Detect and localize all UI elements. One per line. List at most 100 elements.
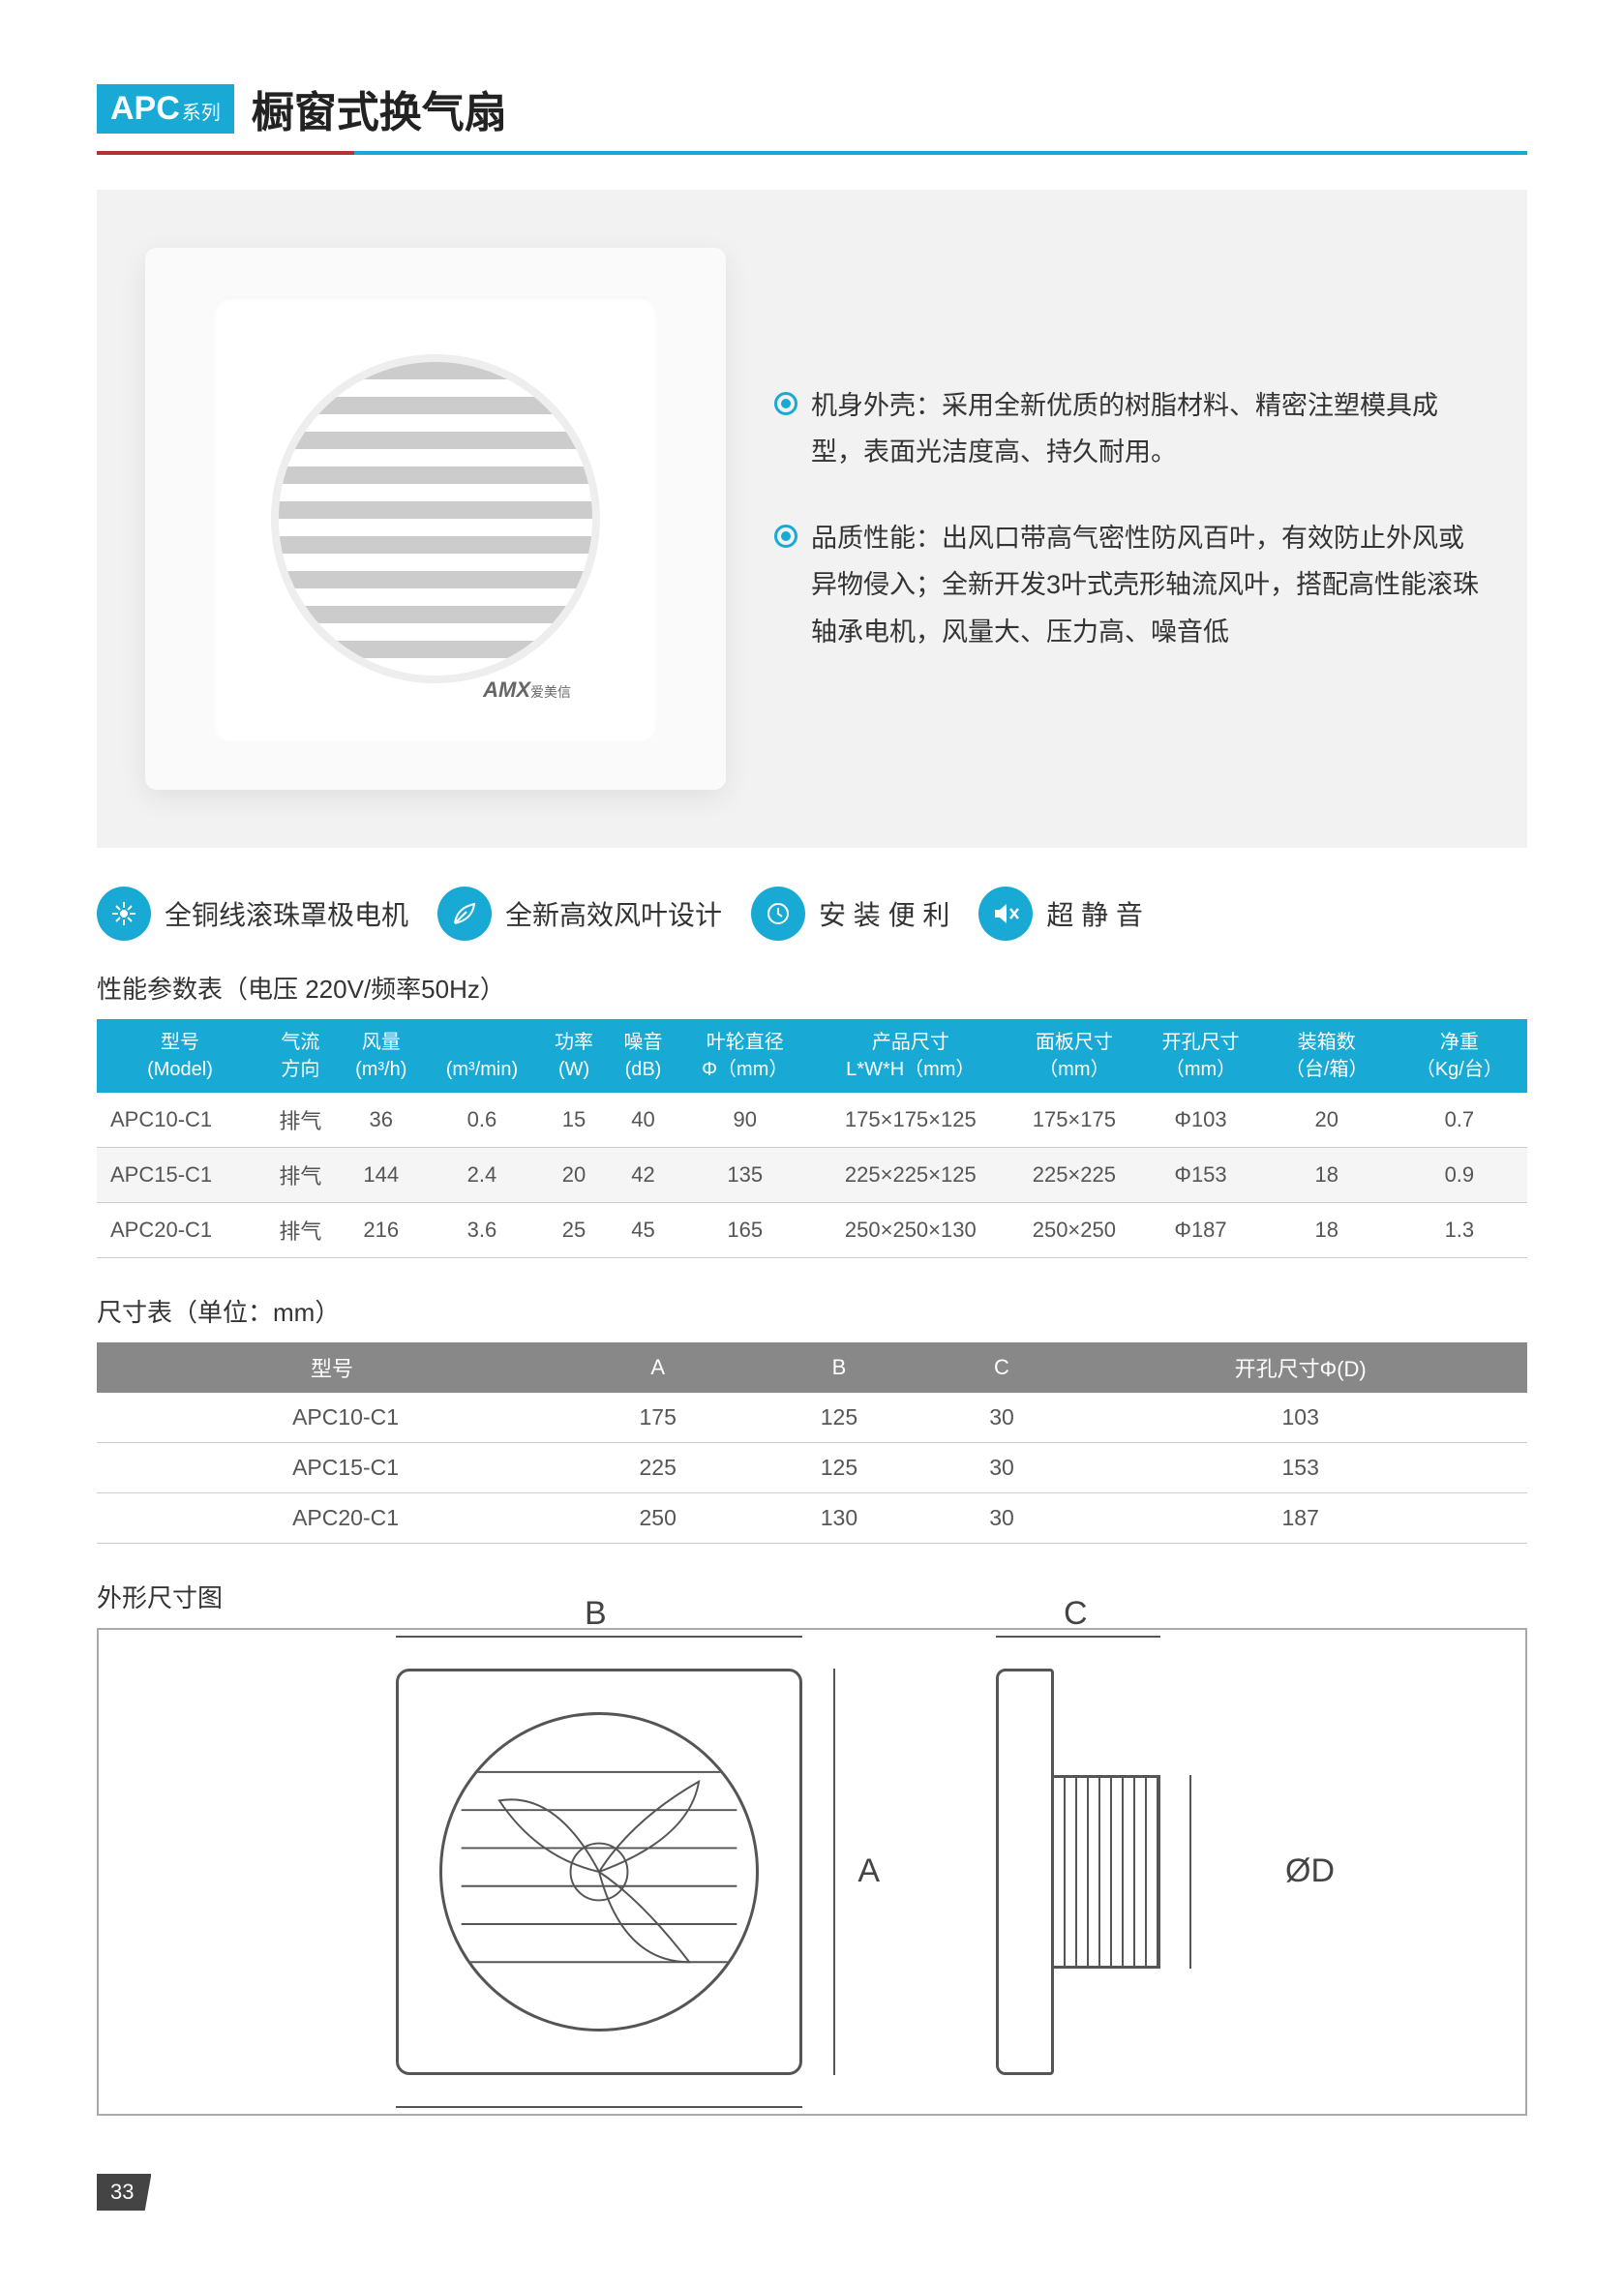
dim-header-row: 型号ABC开孔尺寸Φ(D) [97, 1342, 1527, 1393]
fan-frame: AMX爱美信 [213, 296, 658, 741]
spec-col-header: 气流方向 [263, 1019, 338, 1093]
dim-label-d: ØD [1285, 1852, 1335, 1890]
table-cell: 153 [1073, 1443, 1527, 1493]
table-cell: 250×250×130 [812, 1203, 1008, 1258]
dim-col-header: 开孔尺寸Φ(D) [1073, 1342, 1527, 1393]
table-cell: 225×225 [1008, 1148, 1139, 1203]
hero-section: AMX爱美信 机身外壳：采用全新优质的树脂材料、精密注塑模具成型，表面光洁度高、… [97, 190, 1527, 848]
bullet-icon [774, 392, 797, 415]
table-cell: 135 [677, 1148, 812, 1203]
table-cell: 20 [1262, 1093, 1392, 1148]
side-body [996, 1669, 1054, 2075]
dim-col-header: B [748, 1342, 929, 1393]
diagram-title: 外形尺寸图 [97, 1579, 1527, 1614]
spec-table: 型号(Model)气流方向风量(m³/h)(m³/min)功率(W)噪音(dB)… [97, 1019, 1527, 1258]
dim-col-header: A [567, 1342, 748, 1393]
table-cell: 3.6 [425, 1203, 540, 1258]
table-cell: APC20-C1 [97, 1203, 263, 1258]
page-title: 橱窗式换气扇 [252, 77, 507, 139]
table-cell: 30 [930, 1393, 1074, 1443]
table-cell: APC15-C1 [97, 1443, 567, 1493]
table-cell: 187 [1073, 1493, 1527, 1544]
table-cell: 250×250 [1008, 1203, 1139, 1258]
table-cell: 175×175 [1008, 1093, 1139, 1148]
feature-label: 全铜线滚珠罩极电机 [165, 894, 408, 933]
table-cell: 18 [1262, 1203, 1392, 1258]
table-cell: 216 [338, 1203, 425, 1258]
side-tube [1054, 1775, 1160, 1969]
table-cell: 30 [930, 1443, 1074, 1493]
feature-item: 全铜线滚珠罩极电机 [97, 887, 408, 941]
table-cell: 103 [1073, 1393, 1527, 1443]
spec-col-header: 型号(Model) [97, 1019, 263, 1093]
table-cell: 90 [677, 1093, 812, 1148]
feature-label: 安 装 便 利 [819, 894, 949, 933]
side-diagram: C ØD [996, 1669, 1228, 2075]
badge-main: APC [110, 90, 180, 128]
quiet-icon [978, 887, 1033, 941]
dim-table: 型号ABC开孔尺寸Φ(D) APC10-C117512530103APC15-C… [97, 1342, 1527, 1544]
table-cell: 125 [748, 1443, 929, 1493]
table-cell: 165 [677, 1203, 812, 1258]
brand-logo: AMX爱美信 [483, 677, 571, 703]
diagram-container: B [97, 1628, 1527, 2116]
front-diagram: B [396, 1669, 802, 2075]
spec-col-header: 功率(W) [539, 1019, 608, 1093]
table-cell: 0.9 [1392, 1148, 1527, 1203]
features-row: 全铜线滚珠罩极电机 全新高效风叶设计 安 装 便 利 超 静 音 [97, 887, 1527, 941]
spec-col-header: 面板尺寸（mm） [1008, 1019, 1139, 1093]
table-cell: 排气 [263, 1203, 338, 1258]
dim-label-a: A [857, 1852, 880, 1890]
table-cell: 20 [539, 1148, 608, 1203]
dim-line [1189, 1775, 1191, 1969]
bullet-item: 机身外壳：采用全新优质的树脂材料、精密注塑模具成型，表面光洁度高、持久耐用。 [774, 382, 1479, 476]
table-cell: 125 [748, 1393, 929, 1443]
spec-col-header: (m³/min) [425, 1019, 540, 1093]
dim-line [833, 1669, 835, 2075]
table-row: APC20-C125013030187 [97, 1493, 1527, 1544]
dim-line [396, 2106, 802, 2108]
table-cell: 36 [338, 1093, 425, 1148]
table-cell: Φ103 [1139, 1093, 1261, 1148]
dim-table-title: 尺寸表（单位：mm） [97, 1293, 1527, 1329]
page-header: APC 系列 橱窗式换气扇 [97, 77, 1527, 139]
table-cell: 225 [567, 1443, 748, 1493]
feature-item: 安 装 便 利 [751, 887, 949, 941]
table-cell: 144 [338, 1148, 425, 1203]
table-cell: APC10-C1 [97, 1093, 263, 1148]
feature-item: 超 静 音 [978, 887, 1143, 941]
feature-label: 全新高效风叶设计 [505, 894, 722, 933]
spec-col-header: 风量(m³/h) [338, 1019, 425, 1093]
feature-label: 超 静 音 [1046, 894, 1143, 933]
dim-label-b: B [585, 1595, 607, 1633]
table-cell: APC10-C1 [97, 1393, 567, 1443]
table-cell: 45 [609, 1203, 677, 1258]
table-cell: 225×225×125 [812, 1148, 1008, 1203]
table-row: APC20-C1排气2163.62545165250×250×130250×25… [97, 1203, 1527, 1258]
table-row: APC15-C1排气1442.42042135225×225×125225×22… [97, 1148, 1527, 1203]
bullet-text: 品质性能：出风口带高气密性防风百叶，有效防止外风或异物侵入；全新开发3叶式壳形轴… [811, 515, 1479, 656]
table-cell: 排气 [263, 1093, 338, 1148]
dim-line [996, 1636, 1160, 1638]
spec-col-header: 产品尺寸L*W*H（mm） [812, 1019, 1008, 1093]
table-cell: 1.3 [1392, 1203, 1527, 1258]
table-cell: 0.7 [1392, 1093, 1527, 1148]
table-cell: 15 [539, 1093, 608, 1148]
table-cell: APC20-C1 [97, 1493, 567, 1544]
spec-col-header: 装箱数（台/箱） [1262, 1019, 1392, 1093]
table-cell: 0.6 [425, 1093, 540, 1148]
page-number: 33 [97, 2174, 151, 2211]
table-cell: 排气 [263, 1148, 338, 1203]
table-cell: Φ187 [1139, 1203, 1261, 1258]
dim-col-header: 型号 [97, 1342, 567, 1393]
wrench-icon [751, 887, 805, 941]
header-divider [97, 151, 1527, 155]
table-row: APC15-C122512530153 [97, 1443, 1527, 1493]
table-cell: 2.4 [425, 1148, 540, 1203]
spec-col-header: 噪音(dB) [609, 1019, 677, 1093]
product-image: AMX爱美信 [145, 248, 726, 790]
bullet-list: 机身外壳：采用全新优质的树脂材料、精密注塑模具成型，表面光洁度高、持久耐用。 品… [774, 382, 1479, 656]
bullet-icon [774, 525, 797, 548]
table-row: APC10-C1排气360.6154090175×175×125175×175Φ… [97, 1093, 1527, 1148]
table-cell: APC15-C1 [97, 1148, 263, 1203]
